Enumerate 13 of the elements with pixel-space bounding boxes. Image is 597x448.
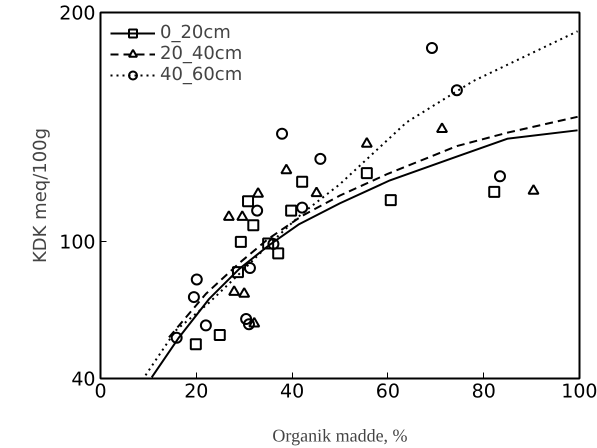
- x-tick-label: 80: [472, 380, 496, 402]
- x-tick-label: 20: [184, 380, 208, 402]
- x-tick-label: 60: [376, 380, 400, 402]
- legend-label: 20_40cm: [160, 43, 242, 64]
- x-tick-label: 0: [94, 380, 107, 402]
- y-axis-title: KDK meq/100g: [30, 128, 52, 264]
- y-tick-label: 200: [59, 2, 96, 24]
- x-tick-label: 40: [280, 380, 304, 402]
- legend-label: 0_20cm: [160, 22, 231, 43]
- y-tick-label: 100: [59, 231, 96, 254]
- x-axis-title: Organik madde, %: [272, 426, 408, 446]
- x-tick-label: 100: [561, 380, 597, 402]
- legend-label: 40_60cm: [160, 64, 242, 85]
